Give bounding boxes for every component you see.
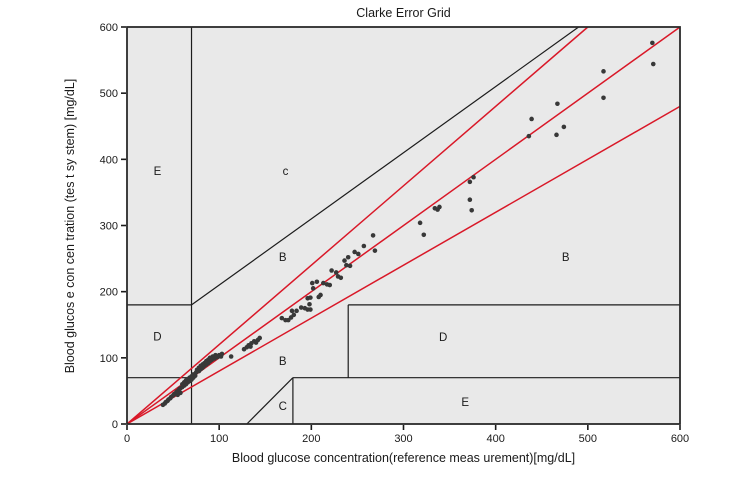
- scatter-point: [228, 354, 234, 359]
- scatter-point: [308, 295, 313, 300]
- zone-label-B: B: [562, 252, 570, 264]
- scatter-point: [321, 280, 326, 286]
- scatter-point: [601, 95, 606, 101]
- zone-label-C: C: [279, 401, 287, 413]
- zone-label-E: E: [461, 397, 469, 409]
- scatter-point: [529, 116, 534, 122]
- y-tick-label: 300: [100, 221, 118, 233]
- scatter-point: [352, 249, 357, 255]
- x-tick-label: 400: [486, 433, 504, 445]
- scatter-point: [342, 258, 347, 263]
- scatter-point: [554, 132, 559, 138]
- scatter-point: [421, 232, 427, 238]
- x-tick-label: 600: [671, 433, 689, 445]
- plot-border: [126, 26, 681, 425]
- chart-title: Clarke Error Grid: [356, 6, 451, 20]
- x-tick-label: 200: [302, 433, 320, 445]
- error-limit-line: [126, 105, 681, 425]
- scatter-point: [347, 263, 353, 269]
- scatter-point: [333, 270, 339, 275]
- zone-label-D: D: [153, 331, 161, 343]
- scatter-point: [601, 69, 606, 74]
- scatter-point: [327, 282, 333, 288]
- zone-boundary-line: [246, 377, 294, 425]
- y-tick-label: 500: [100, 88, 118, 100]
- scatter-point: [469, 207, 475, 213]
- x-tick-label: 0: [124, 433, 130, 445]
- scatter-point: [650, 40, 655, 46]
- y-tick-label: 200: [100, 287, 118, 299]
- scatter-point: [289, 308, 295, 314]
- scatter-point: [307, 301, 312, 307]
- y-tick-label: 400: [100, 154, 118, 166]
- scatter-point: [467, 197, 473, 202]
- x-axis-label: Blood glucose concentration(reference me…: [231, 451, 576, 465]
- y-tick-label: 600: [100, 22, 118, 34]
- scatter-point: [471, 174, 476, 180]
- scatter-point: [309, 280, 315, 286]
- zone-label-c: c: [283, 166, 289, 178]
- scatter-point: [338, 275, 344, 281]
- x-tick-label: 100: [210, 433, 228, 445]
- zone-boundary-line: [191, 26, 579, 306]
- zone-label-E: E: [154, 166, 162, 178]
- y-tick-label: 100: [100, 353, 118, 365]
- scatter-point: [279, 315, 285, 321]
- scatter-point: [329, 268, 334, 273]
- scatter-point: [467, 179, 473, 185]
- zone-label-B: B: [279, 252, 287, 264]
- scatter-point: [372, 248, 378, 253]
- x-tick-label: 500: [579, 433, 597, 445]
- scatter-point: [310, 286, 316, 291]
- scatter-point: [561, 124, 567, 130]
- scatter-point: [555, 101, 560, 107]
- scatter-point: [314, 279, 320, 285]
- y-axis-label: Blood glucos e con cen tration (tes t sy…: [63, 78, 77, 374]
- zone-label-D: D: [439, 332, 447, 344]
- scatter-point: [361, 243, 367, 249]
- scatter-point: [257, 335, 263, 341]
- scatter-point: [650, 61, 656, 67]
- scatter-point: [318, 292, 323, 298]
- y-tick-label: 0: [112, 419, 118, 431]
- scatter-point: [294, 308, 299, 314]
- scatter-point: [291, 312, 297, 318]
- scatter-point: [356, 251, 361, 257]
- scatter-point: [344, 262, 349, 268]
- scatter-point: [370, 233, 376, 238]
- scatter-point: [298, 305, 304, 310]
- error-limit-line: [126, 26, 589, 425]
- scatter-point: [178, 390, 183, 396]
- scatter-point: [219, 351, 225, 357]
- x-tick-label: 300: [394, 433, 412, 445]
- scatter-point: [417, 220, 423, 226]
- scatter-point: [345, 254, 351, 260]
- scatter-point: [308, 307, 313, 312]
- scatter-point: [437, 204, 442, 210]
- scatter-point: [526, 133, 532, 139]
- zone-label-B: B: [279, 356, 287, 368]
